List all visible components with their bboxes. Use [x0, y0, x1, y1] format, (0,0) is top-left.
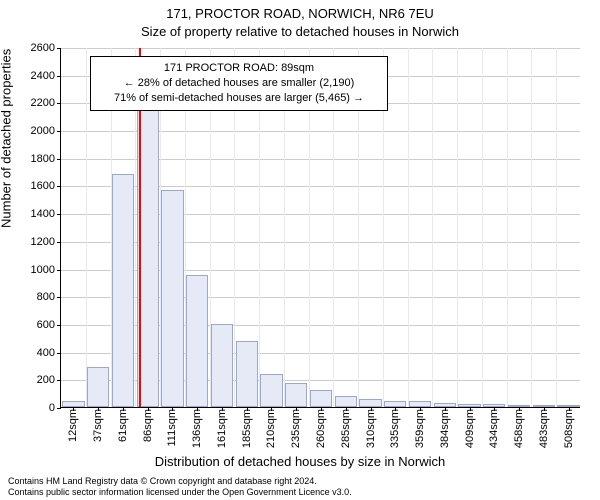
page-title: 171, PROCTOR ROAD, NORWICH, NR6 7EU — [0, 6, 600, 21]
y-tick-label: 800 — [5, 291, 55, 303]
bar — [87, 367, 109, 407]
footer-attribution: Contains HM Land Registry data © Crown c… — [8, 476, 352, 498]
y-tick — [57, 186, 61, 187]
bar — [211, 324, 233, 407]
annotation-box: 171 PROCTOR ROAD: 89sqm ← 28% of detache… — [90, 56, 388, 111]
x-tick-label: 285sqm — [340, 409, 352, 448]
grid-vline — [432, 48, 433, 407]
x-tick-label: 458sqm — [513, 409, 525, 448]
y-tick-label: 200 — [5, 374, 55, 386]
x-tick-label: 37sqm — [92, 409, 104, 442]
y-tick-label: 1200 — [5, 236, 55, 248]
x-tick-label: 409sqm — [464, 409, 476, 448]
y-tick — [57, 131, 61, 132]
grid-vline — [408, 48, 409, 407]
y-tick-label: 1600 — [5, 180, 55, 192]
x-tick-label: 434sqm — [488, 409, 500, 448]
y-tick — [57, 270, 61, 271]
y-tick-label: 400 — [5, 347, 55, 359]
grid-vline — [482, 48, 483, 407]
x-tick-label: 235sqm — [290, 409, 302, 448]
y-tick — [57, 242, 61, 243]
y-tick — [57, 380, 61, 381]
bar — [236, 341, 258, 407]
bar — [335, 396, 357, 407]
y-tick — [57, 159, 61, 160]
y-tick-label: 1000 — [5, 264, 55, 276]
x-tick-label: 335sqm — [389, 409, 401, 448]
y-tick — [57, 48, 61, 49]
y-tick-label: 1400 — [5, 208, 55, 220]
x-tick-label: 260sqm — [315, 409, 327, 448]
y-tick-label: 600 — [5, 319, 55, 331]
annotation-line-3: 71% of semi-detached houses are larger (… — [99, 91, 379, 106]
grid-vline — [556, 48, 557, 407]
y-tick-label: 2200 — [5, 97, 55, 109]
x-tick-label: 136sqm — [191, 409, 203, 448]
y-tick — [57, 103, 61, 104]
x-tick-label: 384sqm — [439, 409, 451, 448]
bar — [260, 374, 282, 407]
grid-vline — [507, 48, 508, 407]
x-tick-label: 310sqm — [365, 409, 377, 448]
x-tick-label: 111sqm — [166, 409, 178, 447]
bar — [359, 399, 381, 407]
y-tick-label: 2000 — [5, 125, 55, 137]
bar — [186, 275, 208, 407]
y-tick-label: 1800 — [5, 153, 55, 165]
y-tick — [57, 325, 61, 326]
bar — [310, 390, 332, 407]
x-tick-label: 210sqm — [265, 409, 277, 448]
x-tick-label: 12sqm — [67, 409, 79, 442]
y-tick — [57, 297, 61, 298]
y-tick-label: 2600 — [5, 42, 55, 54]
y-tick-label: 2400 — [5, 70, 55, 82]
footer-line-2: Contains public sector information licen… — [8, 487, 352, 498]
x-tick-label: 61sqm — [117, 409, 129, 442]
x-axis-title: Distribution of detached houses by size … — [0, 454, 600, 469]
x-tick-label: 483sqm — [538, 409, 550, 448]
y-tick — [57, 76, 61, 77]
bar — [161, 190, 183, 407]
y-tick — [57, 408, 61, 409]
chart-subtitle: Size of property relative to detached ho… — [0, 24, 600, 39]
annotation-line-1: 171 PROCTOR ROAD: 89sqm — [99, 61, 379, 76]
bar — [112, 174, 134, 407]
x-tick-label: 86sqm — [142, 409, 154, 442]
grid-vline — [86, 48, 87, 407]
x-tick-label: 508sqm — [563, 409, 575, 448]
x-tick-label: 359sqm — [414, 409, 426, 448]
y-tick — [57, 214, 61, 215]
grid-vline — [531, 48, 532, 407]
bar — [285, 383, 307, 407]
grid-vline — [457, 48, 458, 407]
footer-line-1: Contains HM Land Registry data © Crown c… — [8, 476, 352, 487]
y-tick — [57, 353, 61, 354]
x-tick-label: 161sqm — [216, 409, 228, 448]
x-tick-label: 185sqm — [241, 409, 253, 448]
y-tick-label: 0 — [5, 402, 55, 414]
annotation-line-2: ← 28% of detached houses are smaller (2,… — [99, 76, 379, 91]
